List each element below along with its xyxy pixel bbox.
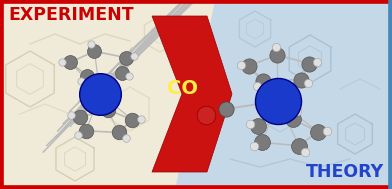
Point — [88, 42, 94, 45]
Point — [223, 108, 229, 111]
Point — [107, 100, 114, 103]
Point — [306, 62, 312, 65]
Point — [260, 80, 267, 83]
Point — [315, 130, 321, 133]
Point — [78, 80, 84, 83]
Point — [274, 53, 280, 57]
Point — [97, 92, 103, 95]
Point — [75, 133, 81, 136]
Point — [59, 60, 65, 63]
Point — [203, 113, 209, 116]
Point — [247, 122, 253, 125]
Point — [76, 115, 83, 119]
Point — [246, 64, 252, 67]
Point — [119, 71, 125, 74]
Polygon shape — [152, 16, 232, 172]
Point — [67, 114, 74, 117]
Point — [123, 136, 129, 139]
Point — [302, 151, 309, 154]
Point — [294, 110, 300, 113]
Point — [250, 144, 257, 147]
Point — [138, 117, 145, 120]
Point — [296, 144, 302, 147]
Point — [275, 99, 281, 102]
Point — [259, 141, 265, 144]
Point — [298, 78, 304, 81]
Point — [314, 61, 321, 64]
Polygon shape — [175, 0, 392, 189]
Text: EXPERIMENT: EXPERIMENT — [8, 6, 134, 24]
Point — [305, 82, 311, 85]
Text: THEORY: THEORY — [306, 163, 384, 181]
Point — [83, 129, 89, 132]
Point — [290, 118, 296, 121]
Point — [324, 130, 330, 133]
Point — [272, 46, 279, 49]
Point — [123, 56, 129, 59]
Point — [84, 74, 90, 77]
Text: CO: CO — [167, 80, 198, 98]
Point — [126, 74, 132, 77]
Point — [67, 61, 73, 64]
Point — [255, 124, 261, 127]
Point — [129, 118, 136, 121]
Point — [105, 108, 111, 112]
Point — [254, 84, 260, 87]
Polygon shape — [0, 0, 215, 189]
Point — [131, 54, 137, 57]
Point — [238, 64, 244, 67]
Point — [116, 131, 122, 134]
Point — [91, 50, 98, 53]
